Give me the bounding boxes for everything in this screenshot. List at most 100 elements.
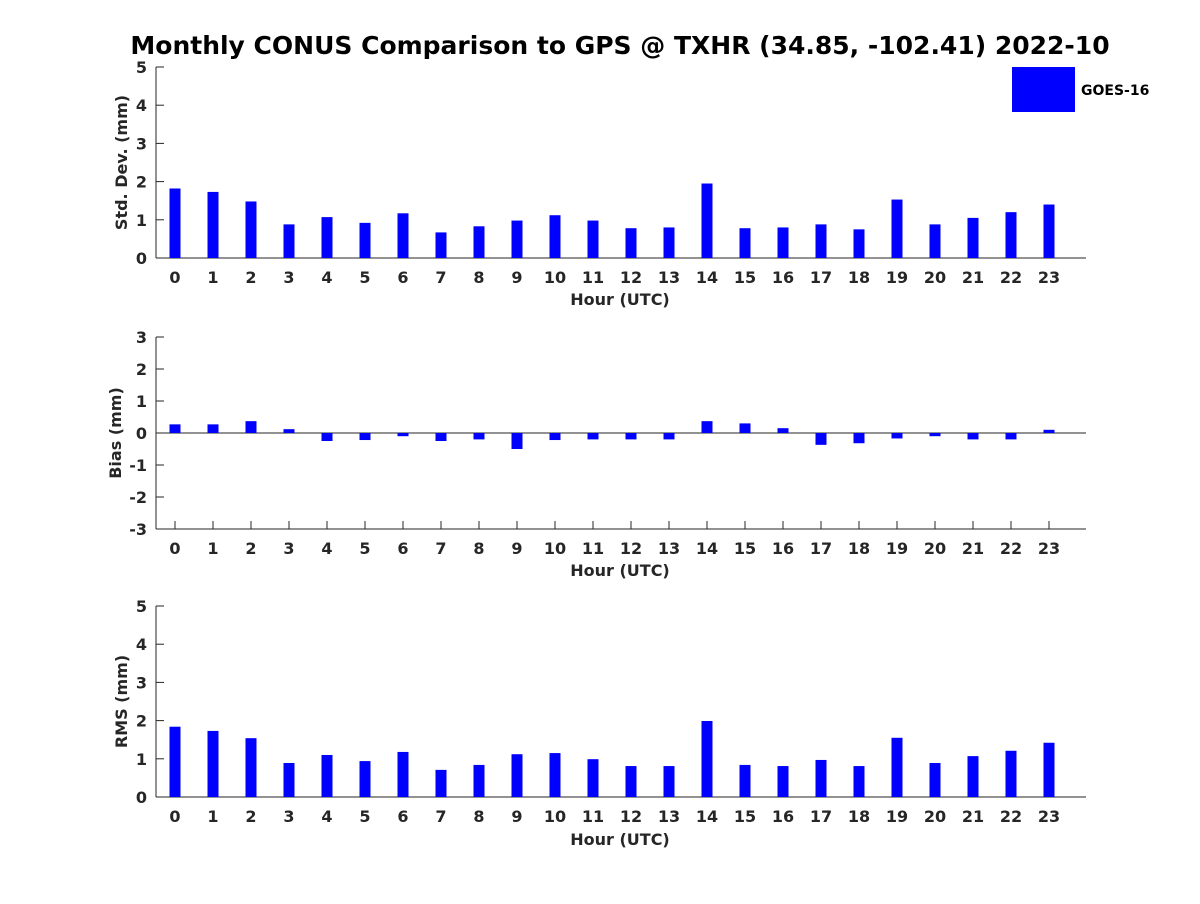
rms-bar <box>207 730 219 797</box>
rms-bar <box>1043 742 1055 797</box>
rms-x-tick-label: 22 <box>1000 807 1022 826</box>
rms-bar <box>815 759 827 797</box>
chart-title: Monthly CONUS Comparison to GPS @ TXHR (… <box>130 31 1109 60</box>
rms-bar <box>625 766 637 797</box>
std-dev-y-tick-label: 2 <box>136 173 147 192</box>
std-dev-bar <box>397 213 409 258</box>
bias-y-tick-label: 0 <box>136 424 147 443</box>
bias-x-tick-label: 4 <box>321 539 332 558</box>
rms-bar <box>891 737 903 797</box>
bias-y-tick-label: 1 <box>136 392 147 411</box>
std-dev-x-tick-label: 12 <box>620 268 642 287</box>
rms-x-tick-label: 21 <box>962 807 984 826</box>
std-dev-bar <box>739 228 751 258</box>
bias-y-tick-label: 3 <box>136 328 147 347</box>
rms-x-tick-label: 8 <box>473 807 484 826</box>
rms-x-tick-label: 9 <box>511 807 522 826</box>
rms-bar <box>587 759 599 797</box>
std-dev-bar <box>929 224 941 258</box>
std-dev-x-tick-label: 22 <box>1000 268 1022 287</box>
bias-x-tick-label: 20 <box>924 539 946 558</box>
bias-bar <box>1043 429 1055 433</box>
bias-x-tick-label: 8 <box>473 539 484 558</box>
std-dev-bar <box>435 232 447 258</box>
rms-x-tick-label: 11 <box>582 807 604 826</box>
legend-label: GOES-16 <box>1081 83 1149 99</box>
bias-x-tick-label: 6 <box>397 539 408 558</box>
bias-bar <box>169 424 181 433</box>
bias-x-tick-label: 17 <box>810 539 832 558</box>
bias-x-tick-label: 7 <box>435 539 446 558</box>
std-dev-bar <box>1043 204 1055 258</box>
bias-x-tick-label: 12 <box>620 539 642 558</box>
std-dev-x-tick-label: 11 <box>582 268 604 287</box>
rms-bar <box>967 756 979 797</box>
std-dev-x-tick-label: 15 <box>734 268 756 287</box>
bias-x-tick-label: 18 <box>848 539 870 558</box>
bias-bar <box>625 433 637 440</box>
std-dev-x-tick-label: 5 <box>359 268 370 287</box>
bias-bar <box>1005 433 1017 440</box>
rms-bar <box>245 738 257 797</box>
rms-y-axis-label: RMS (mm) <box>112 655 131 748</box>
std-dev-bar <box>473 226 485 258</box>
std-dev-bar <box>967 217 979 258</box>
std-dev-bar <box>625 228 637 258</box>
bias-bar <box>245 421 257 433</box>
std-dev-x-tick-label: 3 <box>283 268 294 287</box>
bias-bar <box>739 423 751 433</box>
std-dev-x-tick-label: 9 <box>511 268 522 287</box>
rms-bar <box>169 726 181 797</box>
rms-x-axis-label: Hour (UTC) <box>570 830 670 849</box>
std-dev-y-tick-label: 5 <box>136 58 147 77</box>
std-dev-x-tick-label: 7 <box>435 268 446 287</box>
legend: GOES-16 <box>1012 67 1149 112</box>
std-dev-x-tick-label: 19 <box>886 268 908 287</box>
bias-y-tick-label: -3 <box>129 520 147 539</box>
std-dev-x-axis-label: Hour (UTC) <box>570 290 670 309</box>
rms-bar <box>701 720 713 797</box>
rms-bar <box>739 764 751 797</box>
bias-x-tick-label: 21 <box>962 539 984 558</box>
rms-bar <box>549 753 561 797</box>
bias-bar <box>397 433 409 437</box>
bias-y-tick-label: -2 <box>129 488 147 507</box>
rms-x-tick-label: 1 <box>207 807 218 826</box>
rms-x-tick-label: 13 <box>658 807 680 826</box>
std-dev-x-tick-label: 4 <box>321 268 332 287</box>
rms-x-tick-label: 4 <box>321 807 332 826</box>
rms-bar <box>435 769 447 797</box>
std-dev-x-tick-label: 14 <box>696 268 718 287</box>
bias-x-tick-label: 2 <box>245 539 256 558</box>
bias-bar <box>663 433 675 440</box>
bias-x-axis-label: Hour (UTC) <box>570 561 670 580</box>
bias-x-tick-label: 15 <box>734 539 756 558</box>
legend-swatch <box>1012 67 1075 112</box>
rms-y-tick-label: 0 <box>136 788 147 807</box>
rms-x-tick-label: 18 <box>848 807 870 826</box>
std-dev-bar <box>853 229 865 258</box>
rms-bar <box>777 766 789 797</box>
std-dev-x-tick-label: 18 <box>848 268 870 287</box>
rms-x-tick-label: 12 <box>620 807 642 826</box>
rms-y-tick-label: 2 <box>136 712 147 731</box>
std-dev-x-tick-label: 1 <box>207 268 218 287</box>
bias-bar <box>435 433 447 441</box>
rms-x-tick-label: 23 <box>1038 807 1060 826</box>
rms-bar <box>321 754 333 797</box>
std-dev-y-tick-label: 0 <box>136 249 147 268</box>
std-dev-bar <box>815 224 827 258</box>
rms-x-tick-label: 6 <box>397 807 408 826</box>
rms-x-tick-label: 20 <box>924 807 946 826</box>
std-dev-bar <box>549 215 561 258</box>
std-dev-bar <box>169 188 181 258</box>
std-dev-x-tick-label: 23 <box>1038 268 1060 287</box>
bias-bar <box>321 433 333 441</box>
bias-bar <box>511 433 523 449</box>
rms-bar <box>283 763 295 797</box>
std-dev-x-tick-label: 16 <box>772 268 794 287</box>
